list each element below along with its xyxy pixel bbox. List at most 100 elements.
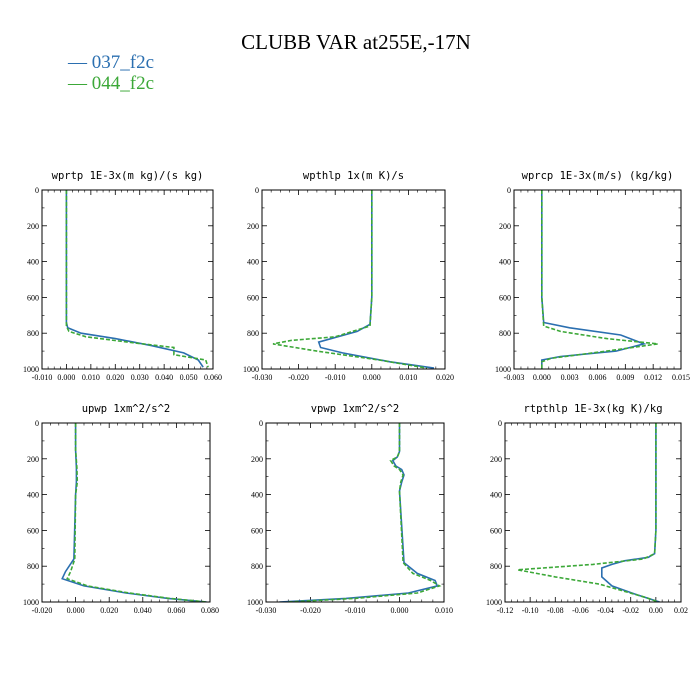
y-tick-label: 0 bbox=[35, 419, 39, 428]
y-tick-label: 400 bbox=[499, 258, 511, 267]
y-tick-label: 1000 bbox=[486, 598, 502, 607]
y-tick-label: 200 bbox=[490, 455, 502, 464]
y-tick-label: 0 bbox=[507, 186, 511, 195]
series-line-044_f2c bbox=[272, 190, 427, 369]
panel-title: wprtp 1E-3x(m kg)/(s kg) bbox=[52, 170, 204, 182]
series-line-044_f2c bbox=[65, 190, 209, 368]
series-line-037_f2c bbox=[61, 423, 207, 602]
series-line-044_f2c bbox=[540, 190, 658, 369]
legend-item-044: — 044_f2c bbox=[67, 73, 154, 94]
x-tick-label: 0.000 bbox=[67, 606, 85, 615]
chart-panel: vpwp 1xm^2/s^2 -0.030 -0.020 -0.010 0.000 0.0… bbox=[247, 403, 453, 615]
x-tick-label: -0.010 bbox=[345, 606, 366, 615]
x-tick-label: -0.020 bbox=[32, 606, 53, 615]
panel-title: wprcp 1E-3x(m/s) (kg/kg) bbox=[522, 170, 674, 182]
x-tick-label: 0.080 bbox=[201, 606, 219, 615]
panels-grid: wprtp 1E-3x(m kg)/(s kg)-0.010 0.000 0.010… bbox=[23, 170, 690, 615]
x-tick-label: -0.06 bbox=[572, 606, 589, 615]
x-tick-label: 0.00 bbox=[649, 606, 663, 615]
y-tick-label: 800 bbox=[251, 562, 263, 571]
y-tick-label: 800 bbox=[27, 562, 39, 571]
y-tick-label: 400 bbox=[490, 491, 502, 500]
y-tick-label: 200 bbox=[27, 222, 39, 231]
x-tick-label: 0.020 bbox=[436, 373, 454, 382]
x-tick-label: 0.010 bbox=[399, 373, 417, 382]
x-tick-label: -0.003 bbox=[504, 373, 525, 382]
x-tick-label: 0.000 bbox=[363, 373, 381, 382]
x-tick-label: 0.006 bbox=[589, 373, 607, 382]
y-tick-label: 600 bbox=[490, 526, 502, 535]
x-tick-label: 0.015 bbox=[672, 373, 690, 382]
series-line-044_f2c bbox=[517, 423, 659, 602]
x-tick-label: 0.02 bbox=[674, 606, 688, 615]
series-line-037_f2c bbox=[600, 423, 660, 602]
x-tick-label: 0.010 bbox=[435, 606, 453, 615]
chart-panel: wprtp 1E-3x(m kg)/(s kg) -0.010 0.000 0.010… bbox=[23, 170, 222, 382]
x-tick-label: 0.060 bbox=[204, 373, 222, 382]
y-tick-label: 1000 bbox=[23, 365, 39, 374]
plot-frame bbox=[261, 189, 446, 370]
x-tick-label: -0.02 bbox=[622, 606, 639, 615]
chart-panel: wpthlp 1x(m K)/s -0.030 -0.020 -0.010 0.000 0… bbox=[243, 170, 454, 382]
y-tick-label: 0 bbox=[35, 186, 39, 195]
x-tick-label: -0.010 bbox=[325, 373, 346, 382]
x-tick-label: 0.010 bbox=[82, 373, 100, 382]
y-tick-label: 1000 bbox=[243, 365, 259, 374]
y-tick-label: 400 bbox=[27, 258, 39, 267]
x-tick-label: -0.030 bbox=[256, 606, 277, 615]
figure-title: CLUBB VAR at255E,-17N bbox=[241, 30, 471, 54]
legend-item-037: — 037_f2c bbox=[67, 52, 154, 73]
x-tick-label: 0.030 bbox=[131, 373, 149, 382]
y-tick-label: 600 bbox=[27, 526, 39, 535]
y-tick-label: 200 bbox=[27, 455, 39, 464]
y-tick-label: 400 bbox=[251, 491, 263, 500]
y-tick-label: 600 bbox=[251, 526, 263, 535]
x-tick-label: -0.08 bbox=[547, 606, 564, 615]
x-tick-label: -0.12 bbox=[497, 606, 514, 615]
y-tick-label: 1000 bbox=[23, 598, 39, 607]
x-tick-label: 0.003 bbox=[561, 373, 579, 382]
chart-panel: rtpthlp 1E-3x(kg K)/kg -0.12 -0.10 -0.08 -0.… bbox=[486, 403, 688, 615]
series-line-037_f2c bbox=[279, 423, 439, 602]
x-tick-label: 0.000 bbox=[533, 373, 551, 382]
x-tick-label: 0.050 bbox=[180, 373, 198, 382]
x-tick-label: 0.000 bbox=[57, 373, 75, 382]
plot-frame bbox=[504, 422, 682, 603]
x-tick-label: -0.010 bbox=[32, 373, 53, 382]
plot-frame bbox=[513, 189, 682, 370]
x-tick-label: -0.020 bbox=[288, 373, 309, 382]
y-tick-label: 600 bbox=[499, 293, 511, 302]
y-tick-label: 200 bbox=[247, 222, 259, 231]
x-tick-label: 0.040 bbox=[134, 606, 152, 615]
y-tick-label: 800 bbox=[247, 329, 259, 338]
y-tick-label: 0 bbox=[255, 186, 259, 195]
y-tick-label: 200 bbox=[251, 455, 263, 464]
x-tick-label: -0.020 bbox=[300, 606, 321, 615]
plot-frame bbox=[265, 422, 445, 603]
x-tick-label: 0.060 bbox=[167, 606, 185, 615]
x-tick-label: -0.10 bbox=[522, 606, 539, 615]
plot-frame bbox=[41, 422, 211, 603]
series-line-037_f2c bbox=[65, 190, 204, 368]
plot-frame bbox=[41, 189, 214, 370]
panel-title: vpwp 1xm^2/s^2 bbox=[311, 403, 400, 415]
panel-title: wpthlp 1x(m K)/s bbox=[303, 170, 404, 182]
x-tick-label: -0.04 bbox=[597, 606, 614, 615]
series-line-044_f2c bbox=[288, 423, 442, 602]
y-tick-label: 1000 bbox=[247, 598, 263, 607]
series-line-044_f2c bbox=[66, 423, 207, 602]
chart-panel: wprcp 1E-3x(m/s) (kg/kg) -0.003 0.000 0.003… bbox=[495, 170, 690, 382]
y-tick-label: 800 bbox=[490, 562, 502, 571]
y-tick-label: 400 bbox=[247, 258, 259, 267]
chart-panel: upwp 1xm^2/s^2 -0.020 0.000 0.020 0.040 0.060… bbox=[23, 403, 219, 615]
series-line-037_f2c bbox=[317, 190, 435, 369]
y-tick-label: 600 bbox=[247, 293, 259, 302]
panel-title: rtpthlp 1E-3x(kg K)/kg bbox=[523, 403, 662, 415]
x-tick-label: 0.009 bbox=[616, 373, 634, 382]
y-tick-label: 400 bbox=[27, 491, 39, 500]
x-tick-label: 0.012 bbox=[644, 373, 662, 382]
series-line-037_f2c bbox=[540, 190, 647, 369]
y-tick-label: 0 bbox=[259, 419, 263, 428]
y-tick-label: 200 bbox=[499, 222, 511, 231]
